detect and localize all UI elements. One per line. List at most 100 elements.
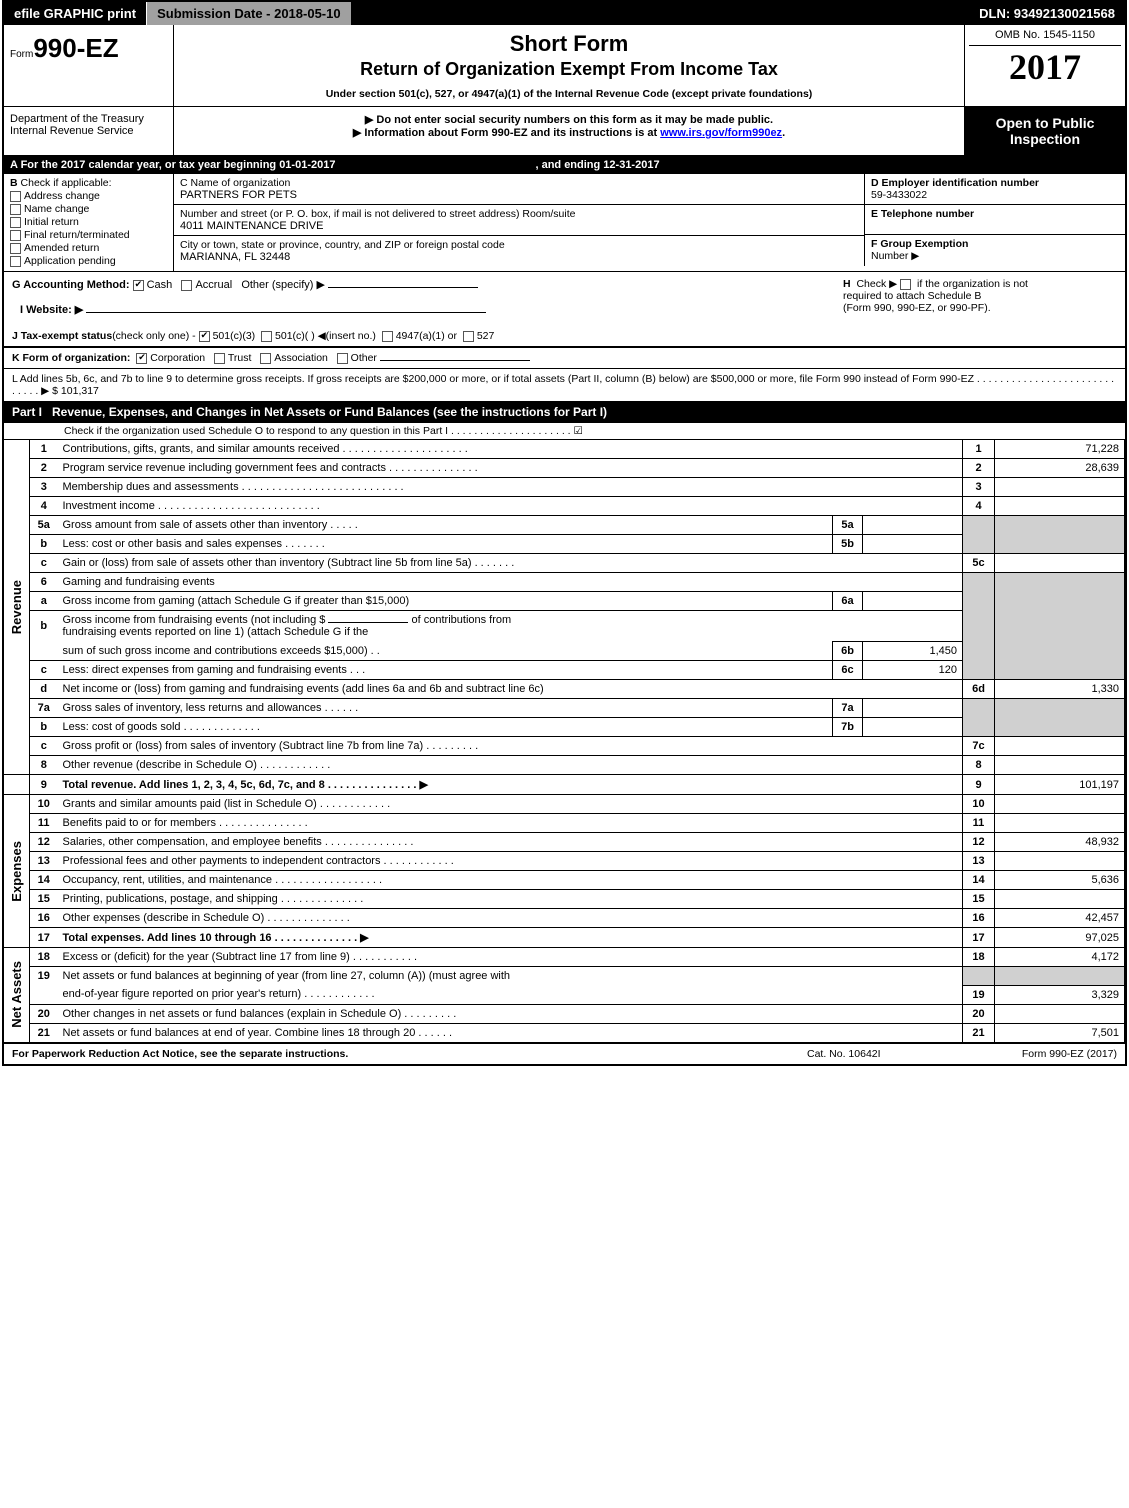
open-public-2: Inspection (969, 131, 1121, 147)
line-16-desc: Other expenses (describe in Schedule O) … (58, 909, 963, 928)
line-10-desc: Grants and similar amounts paid (list in… (58, 795, 963, 814)
check-other-org[interactable] (337, 353, 348, 364)
line-6a-mn: 6a (833, 592, 863, 611)
line-12-num: 12 (30, 833, 58, 852)
check-initial-return[interactable]: Initial return (10, 216, 167, 228)
opt-other: Other (351, 352, 377, 364)
accrual-label: Accrual (195, 279, 232, 291)
line-7c-ln: 7c (963, 737, 995, 756)
dept-treasury: Department of the Treasury (10, 113, 167, 125)
check-address-change[interactable]: Address change (10, 190, 167, 202)
line-2-desc: Program service revenue including govern… (58, 459, 963, 478)
line-9-amt: 101,197 (995, 775, 1125, 795)
line-1-desc: Contributions, gifts, grants, and simila… (58, 440, 963, 459)
line-12-desc: Salaries, other compensation, and employ… (58, 833, 963, 852)
line-4-desc: Investment income . . . . . . . . . . . … (58, 497, 963, 516)
omb-number: OMB No. 1545-1150 (969, 29, 1121, 46)
h-text1: Check ▶ (856, 278, 897, 290)
i-label: I Website: ▶ (20, 304, 83, 316)
line-8-desc: Other revenue (describe in Schedule O) .… (58, 756, 963, 775)
line-16-amt: 42,457 (995, 909, 1125, 928)
opt-501c: 501(c)( ) ◀(insert no.) (275, 330, 376, 342)
line-6d-num: d (30, 680, 58, 699)
dept-irs: Internal Revenue Service (10, 125, 167, 137)
check-501c3[interactable] (199, 331, 210, 342)
b-text: Check if applicable: (21, 177, 112, 189)
line-14-desc: Occupancy, rent, utilities, and maintena… (58, 871, 963, 890)
check-501c[interactable] (261, 331, 272, 342)
check-trust[interactable] (214, 353, 225, 364)
line-15-num: 15 (30, 890, 58, 909)
line-5c-amt (995, 554, 1125, 573)
cash-label: Cash (147, 279, 173, 291)
line-13-ln: 13 (963, 852, 995, 871)
addr-label: Number and street (or P. O. box, if mail… (180, 208, 858, 220)
line-8-num: 8 (30, 756, 58, 775)
line-19-ln: 19 (963, 985, 995, 1004)
line-4-ln: 4 (963, 497, 995, 516)
line-12-ln: 12 (963, 833, 995, 852)
part-1-sub: Check if the organization used Schedule … (4, 423, 1125, 439)
e-label: E Telephone number (871, 208, 974, 220)
contributions-input[interactable] (328, 622, 408, 623)
check-amended-return[interactable]: Amended return (10, 242, 167, 254)
line-5c-desc: Gain or (loss) from sale of assets other… (58, 554, 963, 573)
page-footer: For Paperwork Reduction Act Notice, see … (4, 1043, 1125, 1064)
check-association[interactable] (260, 353, 271, 364)
form-title-1: Short Form (184, 31, 954, 57)
line-7a-num: 7a (30, 699, 58, 718)
line-5a-mn: 5a (833, 516, 863, 535)
line-18-amt: 4,172 (995, 948, 1125, 967)
line-7b-desc: Less: cost of goods sold . . . . . . . .… (58, 718, 833, 737)
check-cash[interactable] (133, 280, 144, 291)
g-label: G Accounting Method: (12, 279, 130, 291)
d-label: D Employer identification number (871, 177, 1039, 189)
opt-501c3: 501(c)(3) (213, 330, 256, 342)
check-accrual[interactable] (181, 280, 192, 291)
check-name-change[interactable]: Name change (10, 203, 167, 215)
website-input[interactable] (86, 312, 486, 313)
line-9-ln: 9 (963, 775, 995, 795)
line-5c-ln: 5c (963, 554, 995, 573)
line-20-desc: Other changes in net assets or fund bala… (58, 1004, 963, 1023)
line-6d-desc: Net income or (loss) from gaming and fun… (58, 680, 963, 699)
check-4947[interactable] (382, 331, 393, 342)
f-label: F Group Exemption (871, 238, 968, 250)
line-12-amt: 48,932 (995, 833, 1125, 852)
line-4-amt (995, 497, 1125, 516)
form-subtitle: Under section 501(c), 527, or 4947(a)(1)… (184, 88, 954, 100)
instr2-pre: ▶ Information about Form 990-EZ and its … (353, 127, 660, 139)
grey-7-amt (995, 699, 1125, 737)
expenses-section-label: Expenses (9, 841, 24, 902)
line-5c-num: c (30, 554, 58, 573)
irs-link[interactable]: www.irs.gov/form990ez (660, 127, 782, 139)
check-527[interactable] (463, 331, 474, 342)
efile-print-label[interactable]: efile GRAPHIC print (4, 2, 147, 25)
line-6b-num2 (30, 642, 58, 661)
ein-value: 59-3433022 (871, 189, 927, 201)
line-9-num: 9 (30, 775, 58, 795)
line-13-desc: Professional fees and other payments to … (58, 852, 963, 871)
line-6d-ln: 6d (963, 680, 995, 699)
check-final-return[interactable]: Final return/terminated (10, 229, 167, 241)
part-1-title: Revenue, Expenses, and Changes in Net As… (52, 405, 1117, 419)
form-header: Form990-EZ Short Form Return of Organiza… (4, 25, 1125, 107)
line-7b-mn: 7b (833, 718, 863, 737)
line-7c-amt (995, 737, 1125, 756)
line-1-amt: 71,228 (995, 440, 1125, 459)
line-6a-desc: Gross income from gaming (attach Schedul… (58, 592, 833, 611)
line-5b-desc: Less: cost or other basis and sales expe… (58, 535, 833, 554)
line-20-num: 20 (30, 1004, 58, 1023)
line-7a-mv (863, 699, 963, 718)
check-application-pending[interactable]: Application pending (10, 255, 167, 267)
other-specify-input[interactable] (328, 287, 478, 288)
b-label: B (10, 177, 18, 189)
h-text2: if the organization is not (917, 278, 1028, 290)
line-6c-desc: Less: direct expenses from gaming and fu… (58, 661, 833, 680)
check-corporation[interactable] (136, 353, 147, 364)
line-14-amt: 5,636 (995, 871, 1125, 890)
line-13-amt (995, 852, 1125, 871)
check-schedule-b[interactable] (900, 279, 911, 290)
line-10-amt (995, 795, 1125, 814)
other-org-input[interactable] (380, 360, 530, 361)
